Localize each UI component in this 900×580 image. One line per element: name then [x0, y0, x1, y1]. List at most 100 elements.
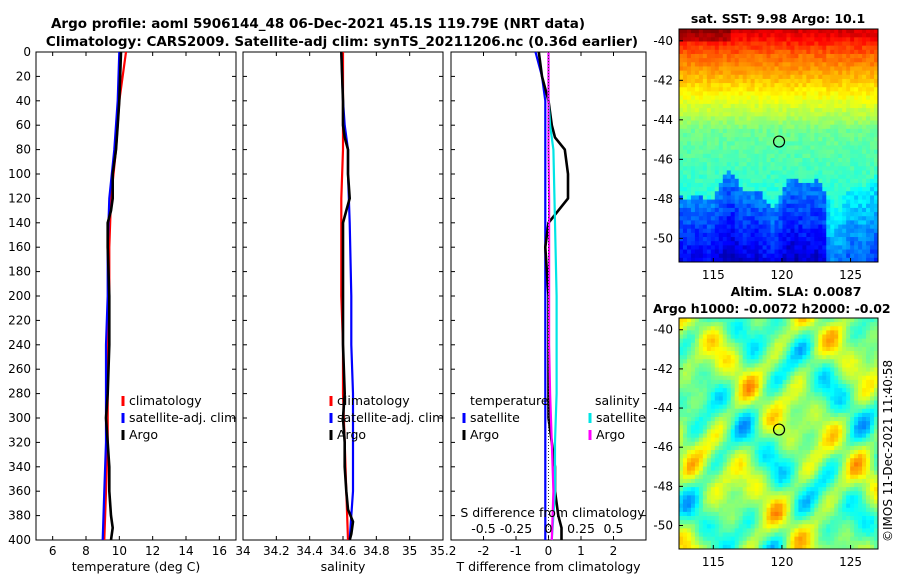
sla-map-cell	[866, 437, 871, 443]
sst-map-cell	[750, 41, 756, 47]
sst-map-cell	[746, 157, 752, 163]
sla-map-cell	[686, 396, 692, 401]
sst-map-cell	[706, 53, 712, 59]
sla-map-cell	[702, 474, 708, 480]
sla-map-cell	[698, 462, 704, 467]
sla-map-cell	[866, 355, 871, 360]
sla-map-cell	[694, 400, 700, 406]
sst-map-cell	[794, 170, 799, 176]
sst-map-cell	[730, 58, 736, 63]
sla-map-cell	[818, 396, 823, 401]
sst-map-cell	[686, 58, 692, 63]
sla-map-cell	[742, 318, 748, 323]
sla-map-cell	[750, 454, 756, 459]
sst-map-cell	[722, 87, 728, 92]
sst-map-cell	[834, 108, 839, 113]
sla-map-cell	[730, 359, 736, 364]
sst-map-cell	[706, 195, 712, 200]
sst-map-cell	[746, 232, 752, 238]
sst-map-cell	[794, 224, 799, 230]
sla-map-cell	[694, 392, 700, 397]
sst-map-cell	[838, 191, 843, 196]
sla-map-cell	[679, 450, 684, 455]
sla-map-cell	[722, 338, 728, 344]
sst-map-cell	[710, 203, 716, 209]
sst-map-cell	[694, 83, 700, 88]
sst-map-cell	[798, 137, 803, 142]
sst-map-cell	[710, 149, 716, 155]
sla-map-cell	[862, 351, 867, 356]
sst-map-cell	[874, 37, 879, 42]
sla-map-cell	[734, 375, 740, 381]
sst-map-cell	[758, 220, 763, 225]
sst-map-cell	[790, 141, 795, 146]
sst-map-cell	[762, 49, 767, 55]
sst-map-cell	[850, 78, 855, 84]
sla-map-cell	[754, 412, 759, 418]
sla-map-cell	[782, 392, 787, 397]
sla-map-cell	[714, 322, 720, 327]
sst-map-cell	[714, 207, 720, 213]
sst-map-cell	[730, 91, 736, 96]
sst-map-cell	[850, 237, 855, 242]
sla-map-cell	[826, 466, 831, 472]
sst-map-cell	[830, 91, 835, 96]
sst-map-cell	[718, 232, 724, 238]
sla-map-cell	[794, 392, 799, 397]
sst-map-cell	[734, 220, 740, 225]
sst-map-cell	[742, 120, 748, 126]
sla-map-cell	[794, 371, 799, 377]
sst-map-cell	[818, 91, 823, 96]
sla-map-cell	[734, 338, 740, 344]
sst-map-cell	[846, 66, 851, 72]
sst-map-cell	[786, 99, 791, 105]
sla-map-cell	[750, 379, 756, 385]
sst-map-cell	[786, 157, 791, 163]
sst-map-cell	[858, 249, 863, 255]
sst-map-cell	[702, 216, 708, 221]
sst-map-cell	[834, 58, 839, 63]
sst-map-cell	[870, 207, 875, 213]
sla-map-cell	[766, 408, 771, 414]
sst-map-cell	[698, 237, 704, 242]
sst-map-cell	[714, 249, 720, 255]
sla-map-cell	[686, 384, 692, 389]
sla-map-cell	[766, 367, 771, 373]
sst-map-cell	[858, 133, 863, 138]
sla-map-cell	[850, 392, 855, 397]
sla-map-cell	[830, 346, 835, 352]
sst-map-cell	[858, 141, 863, 146]
sst-map-cell	[854, 70, 859, 76]
sst-map-cell	[726, 162, 732, 167]
sst-map-cell	[838, 253, 843, 259]
sla-map-cell	[698, 359, 704, 364]
sst-map-cell	[854, 253, 859, 259]
sst-map-cell	[746, 253, 752, 259]
sst-map-cell	[766, 108, 771, 113]
sst-map-cell	[818, 41, 823, 47]
sst-map-cell	[682, 187, 688, 192]
sst-map-cell	[706, 249, 712, 255]
sla-map-cell	[846, 334, 851, 340]
sla-map-cell	[782, 396, 787, 401]
sst-map-cell	[862, 99, 867, 105]
sla-map-cell	[710, 326, 716, 331]
sst-map-cell	[802, 162, 807, 167]
sla-map-cell	[766, 396, 771, 401]
sst-map-cell	[758, 232, 763, 238]
sla-map-cell	[679, 371, 684, 377]
sst-map-cell	[858, 41, 863, 47]
sst-map-cell	[694, 33, 700, 38]
sla-map-cell	[798, 342, 803, 348]
sst-map-cell	[718, 207, 724, 213]
sst-map-cell	[794, 191, 799, 196]
sst-map-cell	[782, 33, 787, 38]
sla-map-cell	[870, 400, 875, 406]
sla-map-cell	[702, 408, 708, 414]
sst-map-cell	[830, 78, 835, 84]
sst-map-cell	[686, 149, 692, 155]
sla-map-cell	[762, 346, 767, 352]
sla-map-cell	[742, 384, 748, 389]
sst-map-cell	[710, 162, 716, 167]
sst-map-cell	[874, 91, 879, 96]
